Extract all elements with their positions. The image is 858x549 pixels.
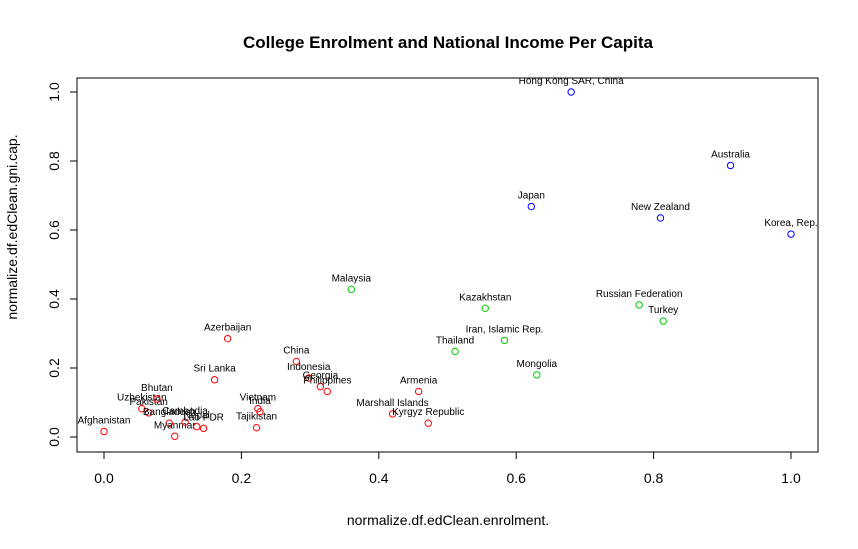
point-label: Nepal	[184, 411, 210, 422]
data-point	[199, 424, 208, 433]
data-point	[210, 376, 219, 384]
point-label: Australia	[711, 149, 750, 160]
point-label: Japan	[518, 191, 545, 202]
x-tick-label: 0.0	[94, 470, 114, 486]
point-label: Lao PDR	[183, 412, 224, 423]
point-label: India	[249, 396, 271, 407]
data-point	[451, 347, 459, 356]
data-point	[316, 382, 325, 391]
point-label: Korea, Rep.	[764, 218, 817, 229]
data-point	[153, 395, 161, 403]
point-label: New Zealand	[631, 202, 690, 213]
data-point	[424, 419, 432, 427]
y-tick-label: 1.0	[46, 82, 62, 102]
data-point	[659, 317, 667, 325]
x-axis: 0.0 0.2 0.4 0.6 0.8 1.0	[94, 451, 801, 486]
x-tick-label: 1.0	[781, 470, 801, 486]
point-label: Indonesia	[287, 362, 331, 373]
y-axis-label: normalize.df.edClean.gni.cap.	[4, 134, 20, 319]
point-label: Cambodia	[162, 406, 208, 417]
data-point	[256, 408, 264, 416]
data-point	[138, 405, 146, 413]
y-tick-label: 0.2	[46, 358, 62, 378]
data-point	[181, 418, 189, 426]
x-tick-label: 0.8	[644, 470, 664, 486]
x-tick-label: 0.4	[369, 470, 389, 486]
point-label: Kyrgyz Republic	[392, 407, 464, 418]
point-label: Kazakhstan	[459, 292, 511, 303]
x-axis-label: normalize.df.edClean.enrolment.	[347, 512, 549, 528]
data-point	[252, 423, 261, 432]
point-label: Philippines	[303, 375, 351, 386]
point-label: Hong Kong SAR, China	[519, 76, 625, 87]
data-point	[347, 285, 356, 294]
point-label: Uzbekistan	[117, 393, 166, 404]
chart-title: College Enrolment and National Income Pe…	[243, 33, 654, 52]
point-label: Vietnam	[240, 393, 277, 404]
point-label: Azerbaijan	[204, 323, 251, 334]
data-point	[193, 422, 201, 431]
point-label: China	[283, 345, 310, 356]
data-point	[100, 427, 108, 436]
point-label: Tajikistan	[236, 412, 277, 423]
data-point	[567, 88, 575, 96]
data-point	[323, 387, 331, 396]
data-point	[533, 371, 541, 379]
data-point	[635, 301, 643, 309]
data-point	[726, 161, 735, 170]
data-point	[656, 214, 665, 222]
point-label: Thailand	[436, 335, 474, 346]
point-label: Afghanistan	[78, 415, 131, 426]
data-point	[414, 387, 423, 396]
data-point	[500, 336, 509, 345]
x-tick-label: 0.2	[232, 470, 252, 486]
y-tick-label: 0.8	[46, 151, 62, 171]
y-tick-label: 0.6	[46, 220, 62, 240]
y-axis: 0.0 0.2 0.4 0.6 0.8 1.0	[46, 82, 78, 447]
data-point	[527, 202, 536, 211]
point-label: Mongolia	[517, 359, 558, 370]
y-tick-label: 0.0	[46, 427, 62, 447]
data-point	[481, 304, 489, 313]
point-label: Sri Lanka	[193, 364, 236, 375]
data-point	[388, 410, 397, 418]
point-label: Russian Federation	[596, 289, 683, 300]
data-point	[305, 374, 313, 382]
data-point	[165, 419, 173, 427]
point-label: Turkey	[648, 305, 678, 316]
data-point	[223, 334, 232, 343]
data-point	[144, 409, 153, 417]
data-point	[171, 432, 179, 441]
point-label: Marshall Islands	[356, 398, 428, 409]
point-label: Pakistan	[129, 397, 167, 408]
point-label: Iran, Islamic Rep.	[466, 324, 544, 335]
data-point	[787, 230, 795, 238]
point-label: Bangladesh	[143, 407, 196, 418]
point-label: Myanmar	[154, 420, 196, 431]
data-point	[292, 357, 301, 366]
y-tick-label: 0.4	[46, 289, 62, 309]
point-label: Malaysia	[332, 273, 372, 284]
point-label: Armenia	[400, 375, 438, 386]
x-tick-label: 0.6	[506, 470, 526, 486]
point-label: Bhutan	[141, 383, 173, 394]
point-label: Georgia	[303, 371, 339, 382]
